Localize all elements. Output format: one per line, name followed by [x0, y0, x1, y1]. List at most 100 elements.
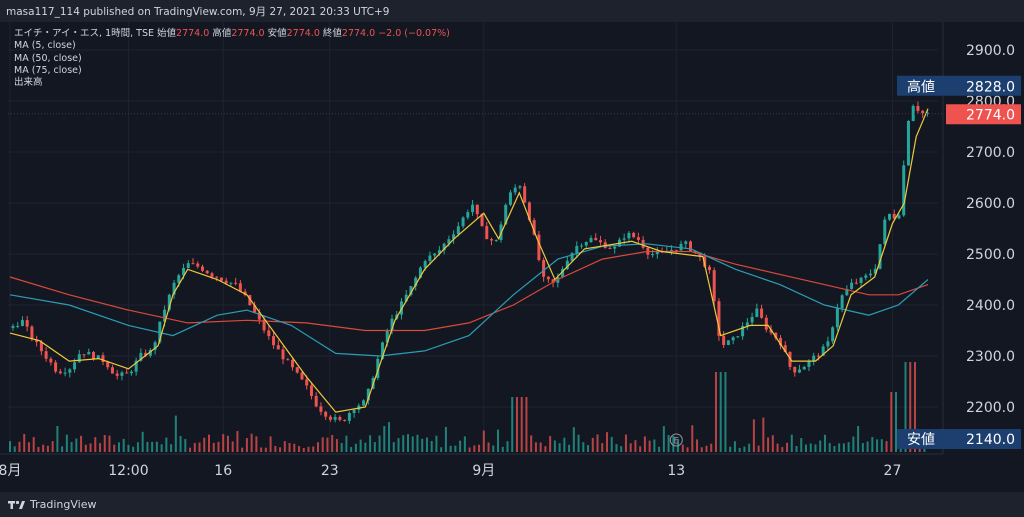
- candle-body: [291, 359, 295, 368]
- candle-body: [219, 277, 223, 281]
- candle-body: [475, 204, 479, 215]
- volume-bar: [738, 447, 741, 452]
- candle-body: [182, 268, 186, 276]
- candle-body: [63, 372, 67, 374]
- volume-bar: [667, 435, 670, 452]
- candle-body: [532, 220, 536, 235]
- candle-body: [584, 242, 588, 246]
- candle-body: [362, 400, 366, 406]
- candle-body: [129, 371, 133, 374]
- candle-body: [215, 276, 219, 278]
- volume-bar: [440, 447, 443, 452]
- earnings-marker-label: E: [673, 437, 679, 447]
- volume-bar: [624, 434, 627, 452]
- candle-body: [210, 273, 214, 277]
- volume-bar: [629, 443, 632, 452]
- candle-body: [793, 366, 797, 373]
- volume-bar: [146, 441, 149, 452]
- volume-bar: [909, 362, 912, 452]
- candle-body: [504, 204, 508, 225]
- volume-bar: [117, 442, 120, 452]
- volume-bar: [141, 431, 144, 452]
- candle-body: [39, 342, 43, 352]
- candle-body: [888, 213, 892, 220]
- volume-bar: [733, 441, 736, 452]
- candle-body: [92, 351, 96, 360]
- candle-body: [726, 340, 730, 345]
- candle-body: [873, 268, 877, 274]
- legend-high-label: 高値: [212, 28, 232, 39]
- volume-bar: [364, 442, 367, 452]
- time-axis-label: 9月: [472, 463, 495, 479]
- candle-body: [248, 295, 252, 306]
- volume-bar: [9, 441, 11, 452]
- volume-bar: [729, 446, 732, 452]
- volume-bar: [212, 442, 215, 452]
- legend-close-label: 終値: [322, 28, 342, 39]
- volume-bar: [814, 444, 817, 452]
- time-axis-label: 8月: [0, 463, 21, 479]
- candle-body: [527, 202, 531, 221]
- candle-body: [769, 329, 773, 333]
- candle-body: [712, 270, 716, 302]
- candle-body: [722, 335, 726, 345]
- volume-bar: [359, 439, 362, 452]
- chart-area[interactable]: E 2200.0 2300.0 2400.0 2500.0 2600.0 2700.0 280…: [0, 22, 1024, 492]
- published-info: masa117_114 published on TradingView.com…: [6, 6, 390, 18]
- candle-body: [883, 219, 887, 245]
- candle-body: [911, 105, 915, 121]
- volume-bar: [482, 430, 485, 452]
- volume-bar: [27, 442, 30, 452]
- volume-bar: [790, 434, 793, 452]
- candle-body: [153, 342, 157, 350]
- volume-bar: [549, 436, 552, 452]
- candle-body: [163, 309, 167, 322]
- legend-open-value: 2774.0: [176, 28, 210, 39]
- candle-body: [816, 355, 820, 357]
- candle-body: [35, 339, 39, 343]
- volume-bar: [525, 397, 528, 452]
- volume-bar: [757, 445, 760, 452]
- candle-body: [608, 247, 612, 249]
- volume-bar: [833, 445, 836, 452]
- candle-body: [812, 355, 816, 361]
- volume-bar: [241, 447, 244, 452]
- candle-body: [859, 277, 863, 284]
- volume-bar: [506, 441, 509, 452]
- candle-body: [366, 388, 370, 401]
- volume-bar: [32, 437, 35, 452]
- volume-bar: [615, 444, 618, 452]
- candle-body: [570, 253, 574, 261]
- chart-legend: エイチ・アイ・エス, 1時間, TSE 始値2774.0 高値2774.0 安値…: [14, 28, 450, 89]
- volume-bar: [189, 447, 192, 452]
- candle-body: [485, 226, 489, 240]
- volume-bar: [255, 436, 258, 452]
- publish-header-bar: masa117_114 published on TradingView.com…: [0, 0, 1024, 22]
- volume-bar: [264, 447, 267, 452]
- volume-bar: [895, 392, 898, 452]
- volume-bar: [449, 445, 452, 452]
- candle-body: [774, 332, 778, 338]
- price-chart[interactable]: E2200.02300.02400.02500.02600.02700.0280…: [0, 22, 1024, 492]
- volume-bar: [51, 441, 54, 452]
- candle-body: [347, 412, 351, 421]
- volume-bar: [388, 422, 391, 452]
- volume-bar: [46, 445, 49, 452]
- volume-bar: [904, 362, 907, 452]
- volume-bar: [444, 426, 447, 452]
- volume-bar: [354, 443, 357, 452]
- candle-body: [276, 345, 280, 350]
- candle-body: [480, 214, 484, 227]
- volume-bar: [198, 442, 201, 452]
- volume-bar: [861, 442, 864, 452]
- volume-bar: [572, 427, 575, 452]
- candle-body: [755, 308, 759, 317]
- volume-bar: [155, 441, 158, 452]
- volume-bar: [298, 446, 301, 452]
- candle-body: [30, 326, 34, 340]
- time-axis-label: 16: [214, 463, 232, 479]
- volume-bar: [416, 434, 419, 452]
- candle-body: [314, 395, 318, 407]
- candle-body: [902, 165, 906, 216]
- tradingview-logo[interactable]: TradingView: [8, 498, 96, 511]
